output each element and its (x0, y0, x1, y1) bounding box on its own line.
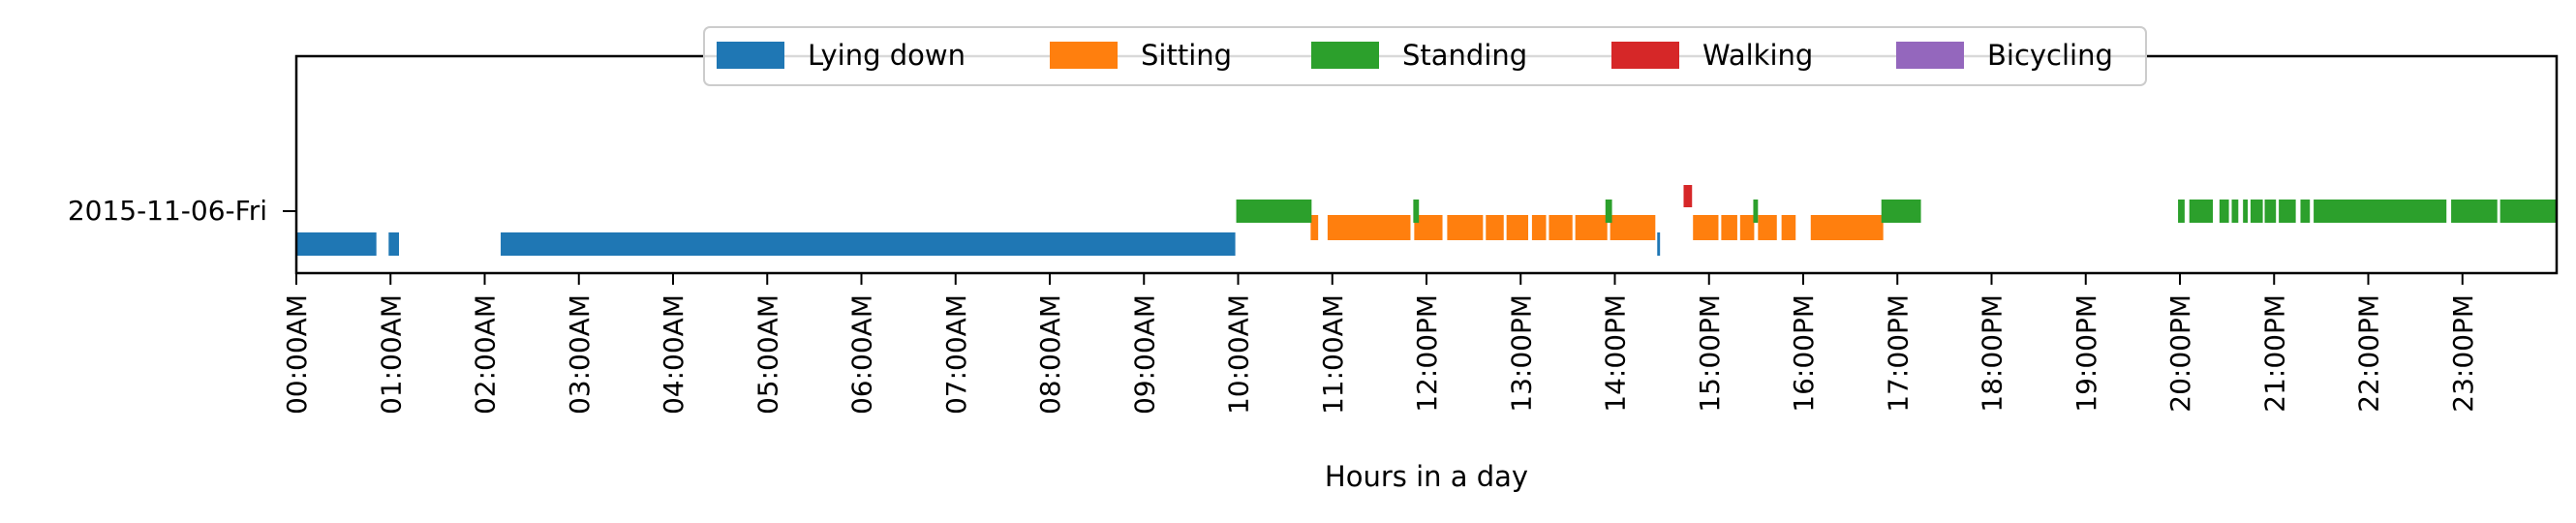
legend-label: Bicycling (1987, 39, 2113, 72)
x-axis: 00:00AM 01:00AM 02:00AM 03:00AM 04:00AM 05:00… (281, 273, 2479, 415)
standing-interval (1753, 200, 1759, 223)
x-tick-label: 23:00PM (2447, 294, 2479, 413)
standing-interval (1881, 200, 1921, 223)
sitting-interval (1447, 215, 1484, 240)
lying-down-interval (1657, 232, 1661, 256)
x-tick-label: 18:00PM (1977, 294, 2009, 413)
x-tick-label: 07:00AM (940, 294, 972, 415)
x-tick-label: 21:00PM (2258, 294, 2290, 413)
x-tick-label: 15:00PM (1694, 294, 1726, 413)
x-tick-label: 04:00AM (658, 294, 690, 415)
sitting-interval (1531, 215, 1547, 240)
lying-down-interval (501, 232, 1236, 256)
sitting-interval (1739, 215, 1755, 240)
x-tick-label: 11:00AM (1317, 294, 1349, 415)
standing-interval (2279, 200, 2296, 223)
x-axis-label: Hours in a day (1325, 460, 1528, 493)
legend: Lying down Sitting Standing Walking Bicyclin… (703, 26, 2147, 86)
legend-swatch (717, 42, 784, 69)
y-axis: 2015-11-06-Fri (68, 195, 296, 227)
x-tick-label: 05:00AM (751, 294, 783, 415)
standing-interval (1413, 200, 1420, 223)
x-tick-label: 08:00AM (1034, 294, 1066, 415)
standing-interval (2300, 200, 2311, 223)
x-tick-label: 13:00PM (1505, 294, 1537, 413)
standing-interval (2189, 200, 2214, 223)
sitting-interval (1610, 215, 1656, 240)
legend-swatch (1050, 42, 1118, 69)
x-tick-label: 10:00AM (1223, 294, 1255, 415)
lying-down-interval (388, 232, 400, 256)
x-tick-label: 03:00AM (564, 294, 596, 415)
x-tick-label: 22:00PM (2353, 294, 2385, 413)
sitting-interval (1506, 215, 1529, 240)
x-tick-label: 02:00AM (470, 294, 502, 415)
x-tick-label: 12:00PM (1411, 294, 1443, 413)
x-tick-label: 06:00AM (846, 294, 878, 415)
standing-interval (2314, 200, 2447, 223)
standing-interval (2243, 200, 2249, 223)
standing-interval (2178, 200, 2185, 223)
standing-interval (2499, 200, 2557, 223)
legend-swatch (1896, 42, 1964, 69)
standing-interval (1236, 200, 1312, 223)
sitting-interval (1414, 215, 1443, 240)
sitting-interval (1758, 215, 1777, 240)
walking-interval (1683, 185, 1693, 207)
sitting-interval (1549, 215, 1573, 240)
legend-swatch (1311, 42, 1379, 69)
y-tick-label: 2015-11-06-Fri (68, 195, 267, 227)
standing-interval (2264, 200, 2277, 223)
legend-label: Sitting (1141, 39, 1232, 72)
standing-interval (1605, 200, 1612, 223)
activity-marks (296, 185, 2557, 256)
standing-interval (2231, 200, 2239, 223)
standing-interval (2219, 200, 2229, 223)
standing-interval (2451, 200, 2498, 223)
legend-label: Walking (1702, 39, 1813, 72)
sitting-interval (1486, 215, 1504, 240)
sitting-interval (1327, 215, 1411, 240)
sitting-interval (1693, 215, 1719, 240)
legend-label: Lying down (808, 39, 966, 72)
x-tick-label: 17:00PM (1882, 294, 1914, 413)
x-tick-label: 16:00PM (1788, 294, 1820, 413)
sitting-interval (1575, 215, 1608, 240)
x-tick-label: 00:00AM (281, 294, 313, 415)
standing-interval (2250, 200, 2263, 223)
x-tick-label: 19:00PM (2070, 294, 2102, 413)
legend-swatch (1611, 42, 1679, 69)
sitting-interval (1310, 215, 1319, 240)
x-tick-label: 09:00AM (1128, 294, 1160, 415)
sitting-interval (1810, 215, 1884, 240)
x-tick-label: 01:00AM (375, 294, 407, 415)
sitting-interval (1781, 215, 1796, 240)
x-tick-label: 20:00PM (2164, 294, 2196, 413)
x-tick-label: 14:00PM (1600, 294, 1632, 413)
sitting-interval (1721, 215, 1737, 240)
lying-down-interval (296, 232, 377, 256)
legend-label: Standing (1402, 39, 1527, 72)
